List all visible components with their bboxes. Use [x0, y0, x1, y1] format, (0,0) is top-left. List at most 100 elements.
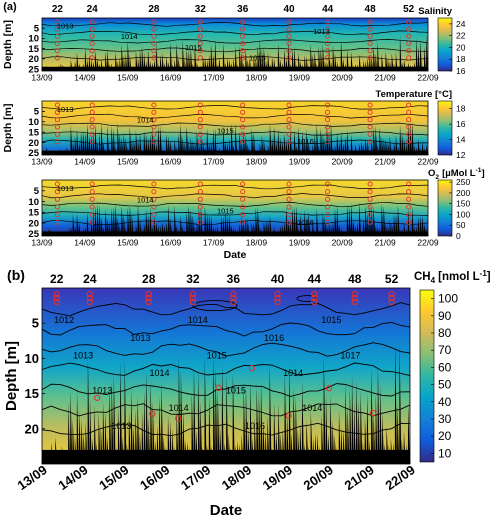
x-tick-label: 16/09: [160, 73, 182, 83]
sample-point: [367, 33, 373, 39]
sample-point: [240, 102, 246, 108]
sample-point: [151, 109, 157, 115]
sediment-signal: [42, 120, 428, 155]
sample-point: [189, 290, 197, 298]
contour-label: 1014: [150, 368, 170, 378]
sample-point: [351, 290, 358, 298]
sample-point: [54, 33, 60, 39]
x-tick-label: 13/09: [31, 238, 53, 248]
sample-point: [406, 102, 412, 108]
sample-point: [151, 102, 157, 108]
sample-point: [145, 294, 152, 302]
station-label: 22: [52, 4, 64, 15]
sample-point: [325, 124, 331, 130]
sample-point: [189, 294, 197, 302]
sample-point: [240, 131, 246, 137]
sample-point: [89, 181, 95, 187]
sample-point: [197, 109, 203, 115]
sample-point: [145, 298, 152, 306]
colorbar-label: Salinity: [418, 6, 453, 17]
sample-point: [388, 290, 395, 298]
sample-point: [151, 19, 157, 25]
y-tick-label: 5: [32, 316, 39, 331]
x-tick-label: 14/09: [74, 73, 96, 83]
sample-point: [197, 219, 203, 225]
sample-point: [286, 124, 292, 130]
colorbar-label: Temperature [°C]: [376, 89, 452, 100]
colorbar-tick-label: 200: [456, 188, 470, 198]
sample-point: [89, 19, 95, 25]
x-tick-label: 18/09: [219, 462, 254, 493]
sample-point: [240, 189, 246, 195]
sample-point: [54, 219, 60, 225]
sample-point: [151, 124, 157, 130]
sample-point: [240, 117, 246, 123]
contour-line: [41, 383, 411, 397]
contour-label: 1016: [249, 53, 266, 62]
station-label: 32: [195, 4, 207, 15]
sample-point: [406, 19, 412, 25]
sample-point: [286, 131, 292, 137]
y-tick-label: 10: [28, 117, 39, 128]
station-label: 36: [237, 4, 249, 15]
contour-line: [41, 342, 411, 357]
contour-line: [41, 321, 411, 337]
contour-label: 1014: [188, 315, 208, 325]
contour-label: 1014: [137, 116, 154, 125]
station-label: 28: [148, 4, 160, 15]
sample-point: [325, 117, 331, 123]
colorbar-tick-label: 10: [438, 446, 452, 460]
sample-point: [54, 40, 60, 47]
x-tick-label: 15/09: [117, 157, 139, 167]
sample-point: [197, 189, 203, 195]
x-tick-label: 18/09: [246, 73, 268, 83]
sample-point: [240, 26, 246, 32]
y-tick-label: 10: [28, 197, 39, 208]
colorbar-tick-label: 16: [456, 119, 466, 129]
station-label: 52: [385, 272, 399, 286]
contour-lines: [41, 22, 429, 61]
contour-label: 1017: [340, 350, 360, 360]
x-tick-label: 17/09: [203, 73, 225, 83]
sample-point: [54, 48, 60, 54]
sample-point: [151, 26, 157, 32]
x-tick-label: 15/09: [117, 238, 139, 248]
sample-point: [53, 290, 60, 298]
contour-label: 1013: [57, 184, 74, 193]
sample-point: [325, 212, 331, 218]
sample-point: [406, 212, 412, 218]
axes-frame: [41, 179, 429, 237]
sample-point: [240, 33, 246, 39]
sample-point: [285, 412, 292, 419]
colorbar-tick-label: 12: [456, 150, 466, 160]
colorbar-tick-label: 22: [456, 31, 466, 41]
sample-point: [367, 189, 373, 195]
sample-point: [197, 139, 203, 145]
sample-point: [325, 139, 331, 145]
colorbar-label-part: [µMol L: [442, 168, 476, 179]
y-tick-label: 25: [28, 148, 39, 159]
contour-line: [41, 202, 429, 208]
sample-point: [197, 124, 203, 130]
sample-point: [406, 33, 412, 39]
sample-point: [240, 204, 246, 210]
sample-point: [54, 181, 60, 187]
x-tick-label: 14/09: [74, 157, 96, 167]
sample-markers: [54, 102, 412, 145]
seabed: [42, 231, 428, 236]
colorbar-tick-label: 100: [456, 209, 470, 219]
y-tick-label: 20: [25, 421, 39, 436]
sample-point: [89, 219, 95, 225]
sample-point: [89, 109, 95, 115]
sample-point: [274, 298, 281, 306]
sample-point: [406, 109, 412, 115]
x-tick-label: 22/09: [417, 73, 439, 83]
y-tick-label: 5: [34, 107, 40, 118]
contour-label: 1016: [264, 333, 284, 343]
sample-point: [230, 290, 237, 298]
x-axis-label: Date: [224, 249, 247, 261]
sample-point: [325, 181, 331, 187]
sample-point: [89, 26, 95, 32]
